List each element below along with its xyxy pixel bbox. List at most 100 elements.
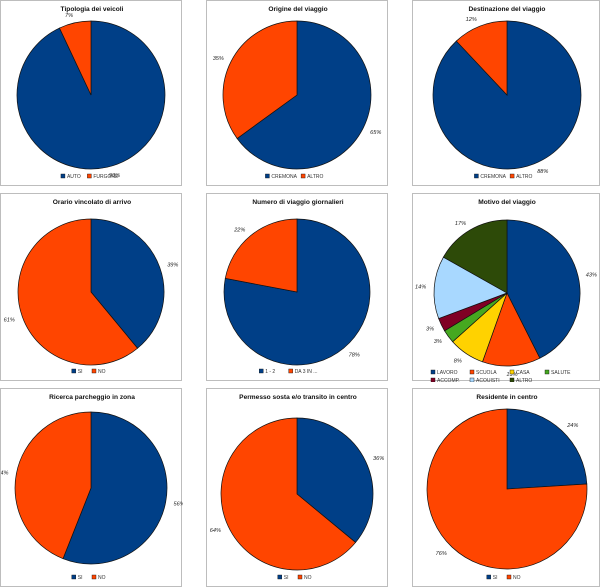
pie-chart: Origine del viaggio 65% 35% CREMONA ALTRO <box>213 6 382 180</box>
legend-swatch-no <box>297 574 303 580</box>
slice-percent-label: 22% <box>233 228 245 234</box>
legend-label: CREMONA <box>480 174 506 180</box>
legend-swatch-no <box>91 368 97 374</box>
pie-slice-scuola <box>482 292 541 367</box>
legend-label: FURGONE <box>93 174 119 180</box>
legend-swatch-no <box>91 574 97 580</box>
slice-percent-label: 35% <box>213 56 224 62</box>
pie-chart: Numero di viaggio giornalieri 78% 22% 1 - 2… <box>223 199 371 375</box>
legend-label: CREMONA <box>271 174 297 180</box>
pie-slice-no <box>14 411 92 560</box>
pie-chart: Destinazione del viaggio 88% 12% CREMONA ALT… <box>432 6 582 180</box>
pie-chart: Residente in centro 24% 76% SI NO <box>426 394 588 581</box>
legend-swatch-si <box>486 574 492 580</box>
chart-legend: CREMONA ALTRO <box>474 173 533 180</box>
legend-label: CASA <box>516 370 530 376</box>
pie-slice-si <box>62 411 168 565</box>
legend-swatch-cremona <box>474 173 479 179</box>
pie-slice-cremona <box>236 20 372 170</box>
legend-swatch-altro <box>509 173 515 179</box>
slice-percent-label: 3% <box>426 326 434 332</box>
legend-label: SI <box>284 575 289 581</box>
chart-panel-origine-del-viaggio: Origine del viaggio 65% 35% CREMONA ALTRO <box>206 0 388 186</box>
pie-slice-si <box>90 218 165 349</box>
chart-legend: AUTO FURGONE <box>60 173 119 180</box>
legend-swatch-si <box>277 574 283 580</box>
chart-panel-ricerca-parcheggio-in-zona: Ricerca parcheggio in zona 56% 44% SI NO <box>0 388 183 587</box>
legend-swatch-lavoro <box>430 369 436 375</box>
chart-legend: LAVORO SCUOLA CASA SALUTE ACCOMP. ACQUISTI ALT… <box>430 369 571 382</box>
chart-title: Numero di viaggio giornalieri <box>252 199 343 206</box>
chart-title: Motivo del viaggio <box>478 199 536 206</box>
legend-label: 1 - 2 <box>265 369 275 375</box>
chart-legend: 1 - 2 DA 3 IN ... <box>259 368 318 375</box>
pie-chart: Ricerca parcheggio in zona 56% 44% SI NO <box>1 394 183 581</box>
slice-percent-label: 7% <box>65 13 73 19</box>
chart-legend: SI NO <box>486 574 521 581</box>
chart-title: Origine del viaggio <box>268 6 327 13</box>
legend-label: NO <box>513 575 521 581</box>
pie-slice-lavoro <box>506 219 581 359</box>
chart-legend: CREMONA ALTRO <box>265 173 324 180</box>
legend-label: ACCOMP. <box>437 378 460 382</box>
legend-label: SI <box>78 575 83 581</box>
chart-panel-numero-di-viaggio-giornalieri: Numero di viaggio giornalieri 78% 22% 1 - 2… <box>206 193 388 381</box>
slice-percent-label: 93% <box>109 173 120 179</box>
legend-label: SI <box>493 575 498 581</box>
pie-slice-si <box>506 408 588 490</box>
pie-chart: Orario vincolato di arrivo 39% 61% SI NO <box>4 199 179 375</box>
chart-legend: SI NO <box>71 368 106 375</box>
pie-slice-no <box>220 417 357 571</box>
chart-panel-motivo-del-viaggio: Motivo del viaggio 43% 13% 8% 3% 3% 14% 17% LAVO… <box>412 193 600 382</box>
legend-swatch-accomp <box>430 377 436 382</box>
legend-swatch-no <box>506 574 512 580</box>
chart-title: Tipologia dei veicoli <box>61 6 124 13</box>
legend-label: NO <box>98 369 106 375</box>
legend-label: ALTRO <box>516 174 532 180</box>
pie-slice-furgone <box>59 20 92 96</box>
pie-chart: Permesso sosta e/o transito in centro 36%… <box>210 394 384 581</box>
legend-swatch-altro <box>300 173 306 179</box>
chart-panel-destinazione-del-viaggio: Destinazione del viaggio 88% 12% CREMONA ALT… <box>412 0 600 186</box>
slice-percent-label: 14% <box>415 285 426 291</box>
legend-swatch-cremona <box>265 173 270 179</box>
chart-panel-orario-vincolato-di-arrivo: Orario vincolato di arrivo 39% 61% SI NO <box>0 193 182 381</box>
chart-panel-tipologia-dei-veicoli: Tipologia dei veicoli 93% 7% AUTO FURGONE <box>0 0 182 186</box>
pie-slice-altro <box>455 20 508 96</box>
chart-panel-residente-in-centro: Residente in centro 24% 76% SI NO <box>412 388 600 587</box>
pie-chart: Motivo del viaggio 43% 13% 8% 3% 3% 14% 17% LAVO… <box>415 199 597 382</box>
chart-title: Orario vincolato di arrivo <box>53 199 131 206</box>
chart-legend: SI NO <box>277 574 312 581</box>
legend-swatch-si <box>71 368 77 374</box>
legend-swatch-altro <box>509 377 515 382</box>
slice-percent-label: 24% <box>566 423 578 429</box>
legend-label: SI <box>78 369 83 375</box>
slice-percent-label: 43% <box>586 272 597 278</box>
legend-label: LAVORO <box>437 370 458 376</box>
slice-percent-label: 78% <box>349 352 360 358</box>
slice-percent-label: 88% <box>537 169 548 175</box>
slice-percent-label: 12% <box>466 17 477 23</box>
legend-swatch-da-3-in <box>288 368 293 374</box>
slice-percent-label: 64% <box>210 528 221 534</box>
legend-label: DA 3 IN ... <box>295 369 318 375</box>
slice-percent-label: 36% <box>373 456 384 462</box>
legend-swatch-acquisti <box>469 377 475 382</box>
legend-label: NO <box>304 575 312 581</box>
legend-swatch-si <box>71 574 77 580</box>
legend-label: NO <box>98 575 106 581</box>
pie-slice-1-2 <box>223 218 371 366</box>
chart-panel-permesso-sosta-e-o-transito-in-centro: Permesso sosta e/o transito in centro 36%… <box>206 388 388 587</box>
slice-percent-label: 8% <box>454 358 462 364</box>
legend-swatch-salute <box>544 369 550 375</box>
slice-percent-label: 65% <box>370 130 381 136</box>
legend-swatch-furgone <box>87 173 92 179</box>
pie-slice-no <box>426 408 588 570</box>
legend-label: ALTRO <box>516 378 532 382</box>
legend-swatch-scuola <box>469 369 475 375</box>
pie-slice-altro <box>442 219 508 294</box>
chart-title: Ricerca parcheggio in zona <box>49 394 135 401</box>
slice-percent-label: 44% <box>1 470 9 476</box>
slice-percent-label: 17% <box>455 221 466 227</box>
chart-title: Permesso sosta e/o transito in centro <box>239 394 357 401</box>
